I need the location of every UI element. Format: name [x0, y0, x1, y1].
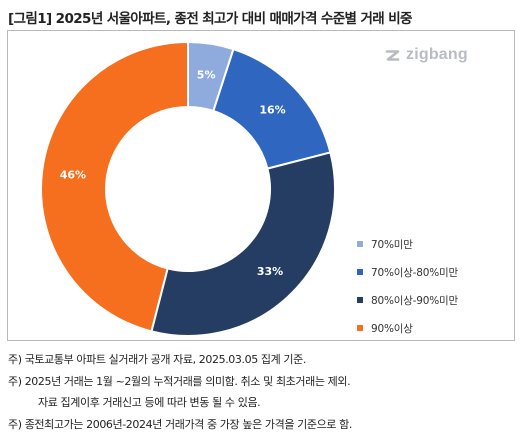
data-label-4: 46% — [60, 168, 86, 181]
zigbang-logo-icon — [385, 49, 400, 61]
legend-label-3: 80%이상-90%미만 — [371, 294, 458, 307]
legend-label-1: 70%미만 — [371, 238, 413, 251]
donut-slice-4 — [40, 40, 189, 333]
data-label-2: 16% — [259, 104, 285, 117]
footnotes: 주) 국토교통부 아파트 실거래가 공개 자료, 2025.03.05 집계 기… — [8, 349, 352, 435]
data-label-3: 33% — [257, 265, 283, 278]
chart-title: [그림1] 2025년 서울아파트, 종전 최고가 대비 매매가격 수준별 거래… — [8, 11, 412, 27]
legend-swatch-1 — [357, 241, 363, 247]
zigbang-logo-text: zigbang — [406, 46, 468, 63]
footnote-period: 주) 2025년 거래는 1월 ~2월의 누적거래를 의미함. 취소 및 최초거… — [8, 374, 351, 388]
legend-label-4: 90%이상 — [371, 322, 413, 335]
chart-legend: 70%미만 70%이상-80%미만 80%이상-90%미만 90%이상 — [357, 230, 458, 342]
footnote-definition: 주) 종전최고가는 2006년-2024년 거래가격 중 가장 높은 가격을 기… — [8, 417, 352, 431]
legend-swatch-2 — [357, 269, 363, 275]
legend-label-2: 70%이상-80%미만 — [371, 266, 458, 279]
legend-swatch-3 — [357, 297, 363, 303]
chart-frame — [7, 30, 515, 341]
legend-item-2: 70%이상-80%미만 — [357, 258, 458, 286]
footnote-revision: 자료 집계이후 거래신고 등에 따라 변동 될 수 있음. — [38, 396, 261, 409]
legend-item-1: 70%미만 — [357, 230, 458, 258]
legend-item-3: 80%이상-90%미만 — [357, 286, 458, 314]
donut-slice-3 — [150, 151, 336, 337]
data-label-1: 5% — [197, 68, 216, 81]
legend-item-4: 90%이상 — [357, 314, 458, 342]
footnote-source: 주) 국토교통부 아파트 실거래가 공개 자료, 2025.03.05 집계 기… — [8, 353, 306, 366]
legend-swatch-4 — [357, 325, 363, 331]
zigbang-logo: zigbang — [384, 46, 468, 64]
